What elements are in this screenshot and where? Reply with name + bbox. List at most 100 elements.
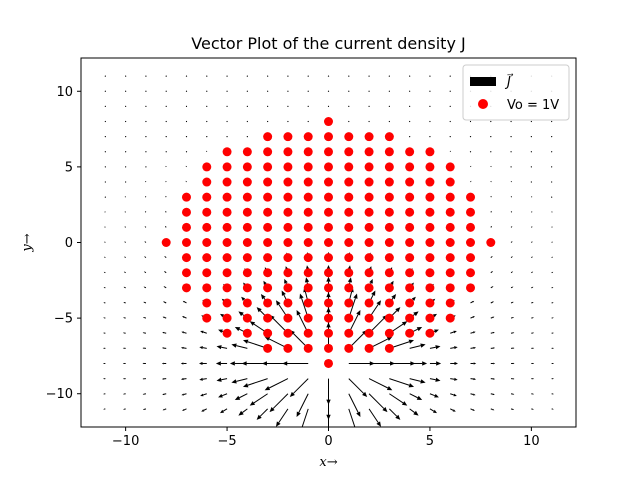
vector-arrow <box>256 408 268 420</box>
voltage-point <box>425 222 435 232</box>
vector-arrow-shaft <box>470 408 474 411</box>
vector-arrow-shaft <box>253 393 268 404</box>
vector-arrow <box>307 120 309 123</box>
vector-arrow <box>429 361 442 366</box>
legend-label-j: J⃗ <box>504 74 514 90</box>
vector-arrow-head <box>386 386 393 391</box>
voltage-point <box>324 358 333 368</box>
vector-arrow <box>125 75 127 77</box>
voltage-point <box>242 238 252 247</box>
voltage-point <box>364 343 374 353</box>
vector-arrow <box>490 136 492 138</box>
vector-arrow-head <box>299 293 304 299</box>
vector-arrow-head <box>432 313 437 318</box>
vector-arrow <box>470 362 477 365</box>
vector-arrow-shaft <box>144 226 147 228</box>
vector-arrow <box>206 136 208 138</box>
vector-arrow-head <box>531 226 533 228</box>
vector-arrow-head <box>413 311 419 317</box>
voltage-point <box>242 222 252 232</box>
vector-arrow-head <box>231 343 237 348</box>
vector-arrow <box>226 75 228 77</box>
vector-arrow-head <box>264 336 271 341</box>
vector-arrow <box>144 211 147 213</box>
voltage-point <box>466 192 476 202</box>
y-axis-label: y→ <box>20 233 35 252</box>
vector-arrow <box>429 90 431 92</box>
voltage-point <box>445 253 455 263</box>
vector-arrow-head <box>512 332 515 334</box>
vector-arrow <box>490 255 493 258</box>
vector-arrow-shaft <box>298 393 309 413</box>
voltage-point <box>242 268 252 278</box>
voltage-point <box>263 192 273 202</box>
vector-arrow-shaft <box>429 393 436 397</box>
vector-arrow <box>531 211 533 213</box>
vector-arrow <box>429 120 431 123</box>
voltage-point <box>425 298 435 308</box>
vector-arrow-shaft <box>368 393 385 409</box>
vector-arrow-head <box>289 391 295 397</box>
vector-arrow <box>182 300 187 304</box>
vector-arrow-head <box>123 302 125 303</box>
voltage-point <box>303 238 313 247</box>
vector-arrow-head <box>492 301 494 303</box>
vector-arrow-head <box>362 391 368 397</box>
vector-arrow <box>226 136 228 138</box>
voltage-point <box>222 147 232 157</box>
vector-arrow-head <box>241 361 247 366</box>
voltage-point <box>222 207 232 217</box>
vector-arrow-head <box>181 393 184 396</box>
vector-arrow-head <box>103 393 105 395</box>
vector-arrow-shaft <box>510 408 513 410</box>
voltage-point <box>486 238 496 247</box>
vector-arrow-head <box>391 294 397 300</box>
voltage-point <box>405 177 415 187</box>
voltage-point <box>364 162 374 172</box>
vector-arrow-head <box>165 195 166 197</box>
vector-arrow-shaft <box>409 408 415 413</box>
voltage-point <box>181 253 191 263</box>
vector-arrow <box>161 347 167 349</box>
vector-arrow-head <box>454 377 458 381</box>
voltage-point <box>222 313 232 323</box>
vector-arrow-head <box>473 393 476 396</box>
vector-arrow-head <box>103 287 105 288</box>
vector-arrow-shaft <box>510 271 513 274</box>
vector-arrow <box>180 346 187 350</box>
vector-arrow <box>490 301 494 304</box>
vector-arrow-head <box>552 241 553 243</box>
vector-arrow <box>122 332 126 334</box>
voltage-point <box>181 192 191 202</box>
vector-arrow-head <box>420 343 426 348</box>
vector-arrow-head <box>182 316 185 318</box>
vector-arrow-head <box>532 393 535 395</box>
vector-arrow-head <box>281 290 286 296</box>
vector-arrow-head <box>413 410 419 416</box>
vector-arrow <box>164 225 167 228</box>
vector-arrow <box>282 361 309 366</box>
vector-arrow-head <box>452 409 456 412</box>
voltage-point <box>384 253 394 263</box>
voltage-point <box>344 313 354 323</box>
voltage-point <box>384 147 394 157</box>
vector-arrow <box>551 362 554 364</box>
vector-arrow <box>551 136 553 138</box>
vector-arrow-head <box>390 280 394 285</box>
vector-arrow-shaft <box>429 378 436 381</box>
vector-arrow <box>551 271 554 274</box>
vector-arrow-head <box>199 361 203 366</box>
vector-arrow <box>368 408 382 427</box>
vector-arrow <box>531 271 534 274</box>
vector-arrow <box>267 120 269 123</box>
vector-arrow <box>185 165 187 168</box>
vector-arrow <box>470 331 476 334</box>
vector-arrow-head <box>242 339 249 344</box>
x-tick-label: 0 <box>324 434 332 449</box>
vector-arrow <box>490 120 492 123</box>
vector-arrow-shaft <box>368 378 389 389</box>
vector-arrow <box>287 105 289 107</box>
vector-arrow <box>267 105 269 107</box>
vector-arrow <box>161 362 167 365</box>
vector-arrow-head <box>552 211 553 212</box>
